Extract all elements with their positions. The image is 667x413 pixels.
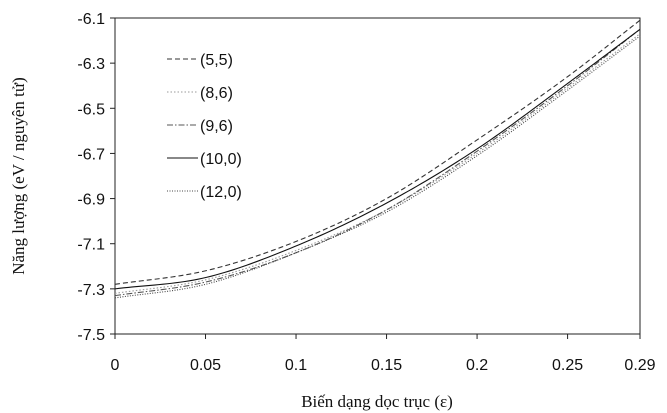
x-tick-label: 0.29 <box>624 357 655 374</box>
plot-area-frame <box>115 18 640 334</box>
x-tick-label: 0.1 <box>285 357 307 374</box>
x-tick-label: 0.2 <box>466 357 488 374</box>
x-tick-label: 0.25 <box>552 357 583 374</box>
x-tick-label: 0 <box>111 357 120 374</box>
x-axis-ticks: 0 0.05 0.1 0.15 0.2 0.25 0.29 <box>111 334 656 374</box>
series-line <box>115 36 640 298</box>
y-tick-label: -7.1 <box>77 237 105 254</box>
y-tick-label: -6.7 <box>77 146 105 163</box>
x-axis-title: Biến dạng dọc trục (ε) <box>301 392 453 411</box>
series-line <box>115 29 640 295</box>
y-tick-label: -7.5 <box>77 327 105 344</box>
y-axis-ticks: -7.5 -7.3 -7.1 -6.9 -6.7 -6.5 -6.3 -6.1 <box>77 11 115 344</box>
y-tick-label: -6.3 <box>77 56 105 73</box>
y-axis-title: Năng lượng (eV / nguyên tử) <box>9 77 28 275</box>
legend-label: (12,0) <box>200 184 242 201</box>
legend: (5,5) (8,6) (9,6) (10,0) (12,0) <box>167 52 242 201</box>
x-tick-label: 0.05 <box>190 357 221 374</box>
series-lines <box>115 20 640 298</box>
series-line <box>115 34 640 294</box>
legend-label: (10,0) <box>200 151 242 168</box>
y-tick-label: -7.3 <box>77 282 105 299</box>
legend-label: (8,6) <box>200 85 233 102</box>
legend-label: (5,5) <box>200 52 233 69</box>
series-line <box>115 29 640 289</box>
y-tick-label: -6.9 <box>77 192 105 209</box>
y-tick-label: -6.1 <box>77 11 105 28</box>
legend-label: (9,6) <box>200 118 233 135</box>
y-tick-label: -6.5 <box>77 101 105 118</box>
series-line <box>115 20 640 284</box>
x-tick-label: 0.15 <box>371 357 402 374</box>
